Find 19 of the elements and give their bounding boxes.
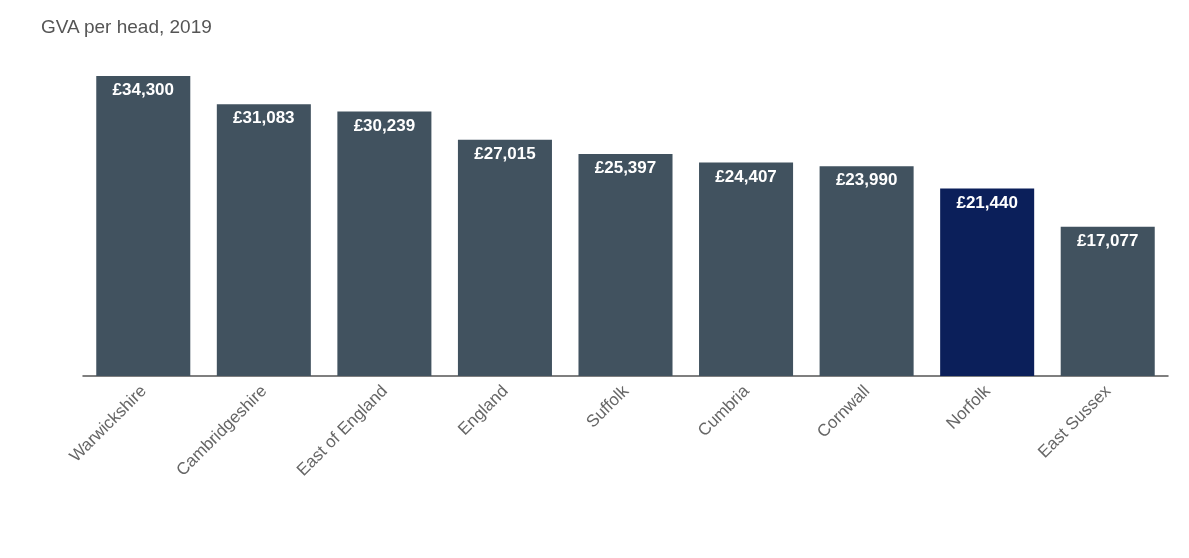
- chart-title: GVA per head, 2019: [41, 16, 212, 37]
- bar: [337, 111, 432, 376]
- bar: [96, 76, 191, 376]
- data-label: £17,077: [1077, 230, 1139, 250]
- data-label: £31,083: [233, 108, 295, 128]
- data-label: £23,990: [835, 170, 898, 190]
- data-label: £24,407: [715, 166, 777, 186]
- bar: [1060, 226, 1155, 376]
- bar: [940, 188, 1035, 376]
- bar: [216, 104, 311, 376]
- data-label: £25,397: [594, 157, 657, 177]
- data-label: £27,015: [474, 143, 536, 163]
- bar: [699, 162, 794, 376]
- data-label: £30,239: [353, 115, 416, 135]
- data-label: £34,300: [112, 80, 174, 100]
- bar: [819, 166, 914, 376]
- data-label: £21,440: [956, 192, 1018, 212]
- bar: [457, 139, 552, 376]
- bar: [578, 153, 673, 376]
